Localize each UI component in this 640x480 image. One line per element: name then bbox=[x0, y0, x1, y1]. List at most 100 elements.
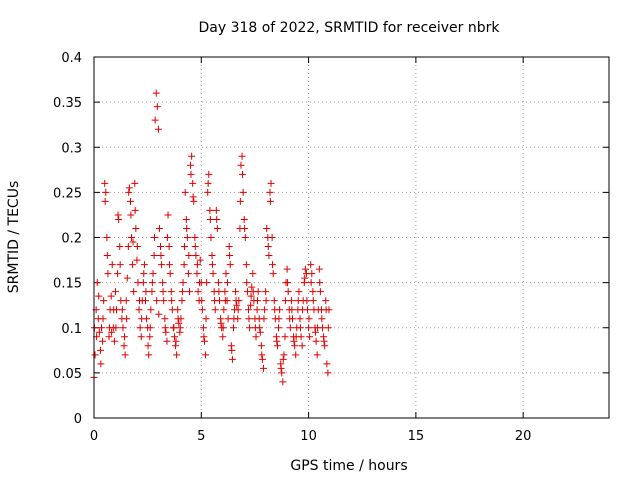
x-tick-label: 5 bbox=[197, 429, 205, 444]
data-point bbox=[316, 288, 324, 296]
data-point bbox=[266, 188, 274, 196]
data-point bbox=[256, 324, 264, 332]
data-point bbox=[226, 252, 234, 260]
data-point bbox=[305, 324, 313, 332]
data-point bbox=[140, 261, 148, 269]
data-point bbox=[258, 355, 266, 363]
data-point bbox=[153, 103, 161, 111]
data-point bbox=[198, 306, 206, 314]
data-point bbox=[260, 315, 268, 323]
data-point bbox=[222, 270, 230, 278]
data-point bbox=[204, 188, 212, 196]
data-point bbox=[125, 188, 133, 196]
data-point bbox=[286, 315, 294, 323]
data-point bbox=[99, 315, 107, 323]
data-point bbox=[105, 324, 113, 332]
data-point bbox=[183, 224, 191, 232]
data-point bbox=[214, 279, 222, 287]
data-point bbox=[261, 306, 269, 314]
data-point bbox=[248, 283, 256, 291]
data-point bbox=[116, 243, 124, 251]
data-point bbox=[123, 274, 131, 282]
data-point bbox=[138, 315, 146, 323]
data-point bbox=[277, 364, 285, 372]
data-point bbox=[290, 337, 298, 345]
data-point bbox=[221, 288, 229, 296]
data-point bbox=[150, 252, 158, 260]
data-point bbox=[240, 215, 248, 223]
data-point bbox=[115, 215, 123, 223]
data-point bbox=[316, 279, 324, 287]
data-point bbox=[278, 369, 286, 377]
data-point bbox=[164, 211, 172, 219]
data-point bbox=[286, 324, 294, 332]
data-point bbox=[193, 261, 201, 269]
data-point bbox=[206, 206, 214, 214]
data-point bbox=[159, 288, 167, 296]
data-point bbox=[252, 333, 260, 341]
data-point bbox=[161, 324, 169, 332]
y-axis-label: SRMTID / TECUs bbox=[6, 181, 22, 294]
data-point bbox=[321, 342, 329, 350]
data-point bbox=[142, 297, 149, 305]
data-point bbox=[103, 252, 111, 260]
data-point bbox=[288, 306, 296, 314]
data-point bbox=[108, 328, 116, 336]
data-point bbox=[281, 333, 289, 341]
data-point bbox=[146, 333, 154, 341]
data-point bbox=[159, 279, 167, 287]
data-point bbox=[118, 306, 126, 314]
data-point bbox=[91, 351, 99, 359]
data-point bbox=[211, 297, 219, 305]
data-point bbox=[281, 297, 289, 305]
data-point bbox=[124, 243, 132, 251]
data-point bbox=[112, 324, 120, 332]
data-point bbox=[247, 292, 255, 300]
data-point bbox=[180, 261, 188, 269]
y-tick-label: 0.05 bbox=[53, 367, 82, 382]
data-point bbox=[322, 306, 330, 314]
data-point bbox=[232, 288, 240, 296]
data-point bbox=[126, 197, 134, 205]
data-point bbox=[314, 324, 322, 332]
data-point bbox=[108, 261, 116, 269]
data-point bbox=[208, 261, 216, 269]
data-point bbox=[153, 297, 161, 305]
data-point bbox=[226, 261, 234, 269]
data-point bbox=[296, 315, 304, 323]
data-point bbox=[167, 288, 175, 296]
data-point bbox=[181, 188, 189, 196]
data-point bbox=[241, 224, 249, 232]
data-point bbox=[174, 315, 182, 323]
data-point bbox=[256, 328, 264, 336]
data-point bbox=[249, 288, 257, 296]
y-tick-label: 0.4 bbox=[61, 51, 82, 66]
data-point bbox=[275, 324, 283, 332]
data-point bbox=[236, 197, 244, 205]
data-point bbox=[230, 315, 238, 323]
data-point bbox=[308, 270, 316, 278]
data-point bbox=[323, 360, 331, 368]
data-point bbox=[111, 288, 119, 296]
data-point bbox=[176, 324, 184, 332]
data-point bbox=[196, 256, 204, 264]
data-point bbox=[135, 306, 143, 314]
data-point bbox=[215, 288, 223, 296]
data-point bbox=[249, 270, 257, 278]
data-point bbox=[269, 270, 277, 278]
data-point bbox=[173, 351, 181, 359]
data-point bbox=[161, 315, 169, 323]
data-point bbox=[102, 188, 110, 196]
data-point bbox=[318, 315, 326, 323]
data-point bbox=[322, 297, 330, 305]
data-point bbox=[142, 288, 150, 296]
y-tick-label: 0.2 bbox=[61, 232, 82, 247]
data-point bbox=[254, 297, 262, 305]
data-point bbox=[263, 224, 271, 232]
data-point bbox=[211, 306, 219, 314]
data-point bbox=[320, 337, 328, 345]
data-point bbox=[133, 243, 141, 251]
data-point bbox=[306, 333, 314, 341]
data-point bbox=[93, 279, 101, 287]
